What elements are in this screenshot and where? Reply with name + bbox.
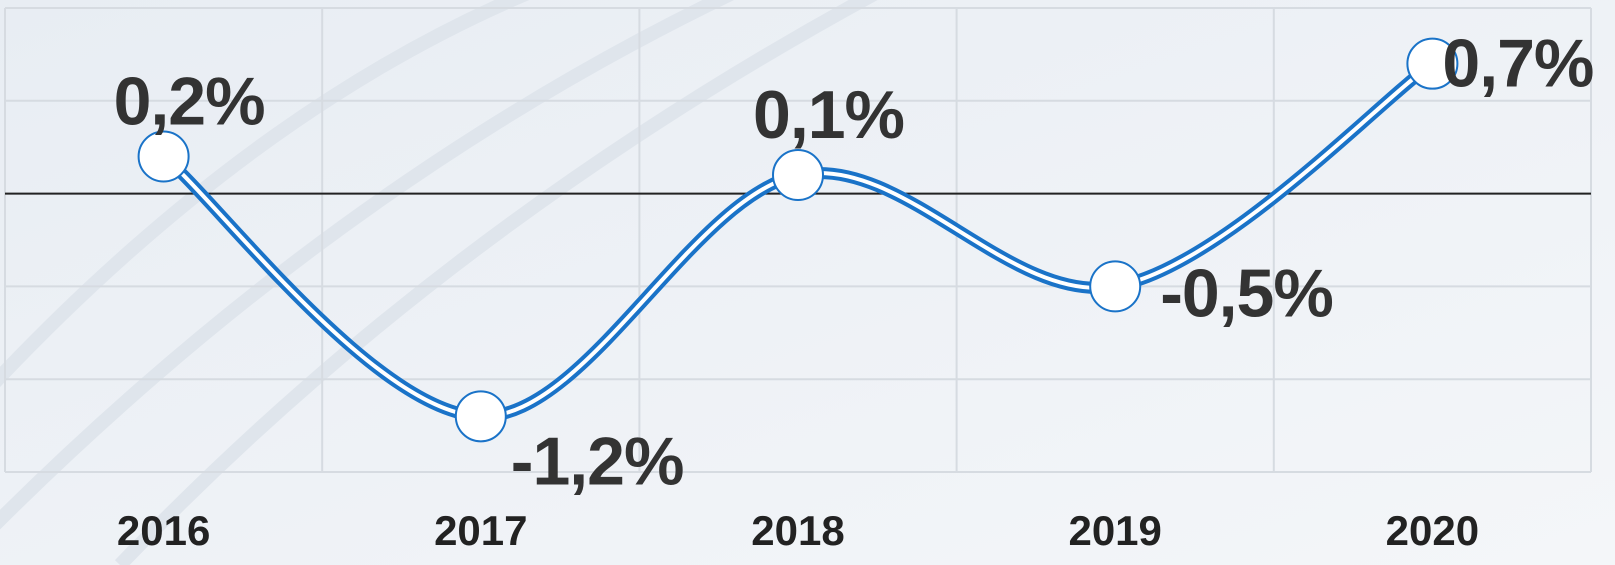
value-label: -1,2% — [511, 423, 684, 499]
x-tick-label: 2017 — [434, 507, 527, 554]
value-label: -0,5% — [1160, 255, 1333, 331]
x-tick-label: 2020 — [1386, 507, 1479, 554]
value-label: 0,1% — [753, 77, 904, 153]
x-tick-label: 2016 — [117, 507, 210, 554]
point — [1406, 37, 1459, 90]
point — [1089, 260, 1142, 313]
value-label: 0,7% — [1442, 26, 1593, 102]
point — [454, 390, 507, 443]
x-tick-label: 2018 — [751, 507, 844, 554]
point — [772, 149, 824, 202]
decor-arcs — [0, 0, 878, 565]
value-label: 0,2% — [114, 63, 265, 139]
point — [137, 130, 190, 183]
x-tick-label: 2019 — [1068, 507, 1161, 554]
